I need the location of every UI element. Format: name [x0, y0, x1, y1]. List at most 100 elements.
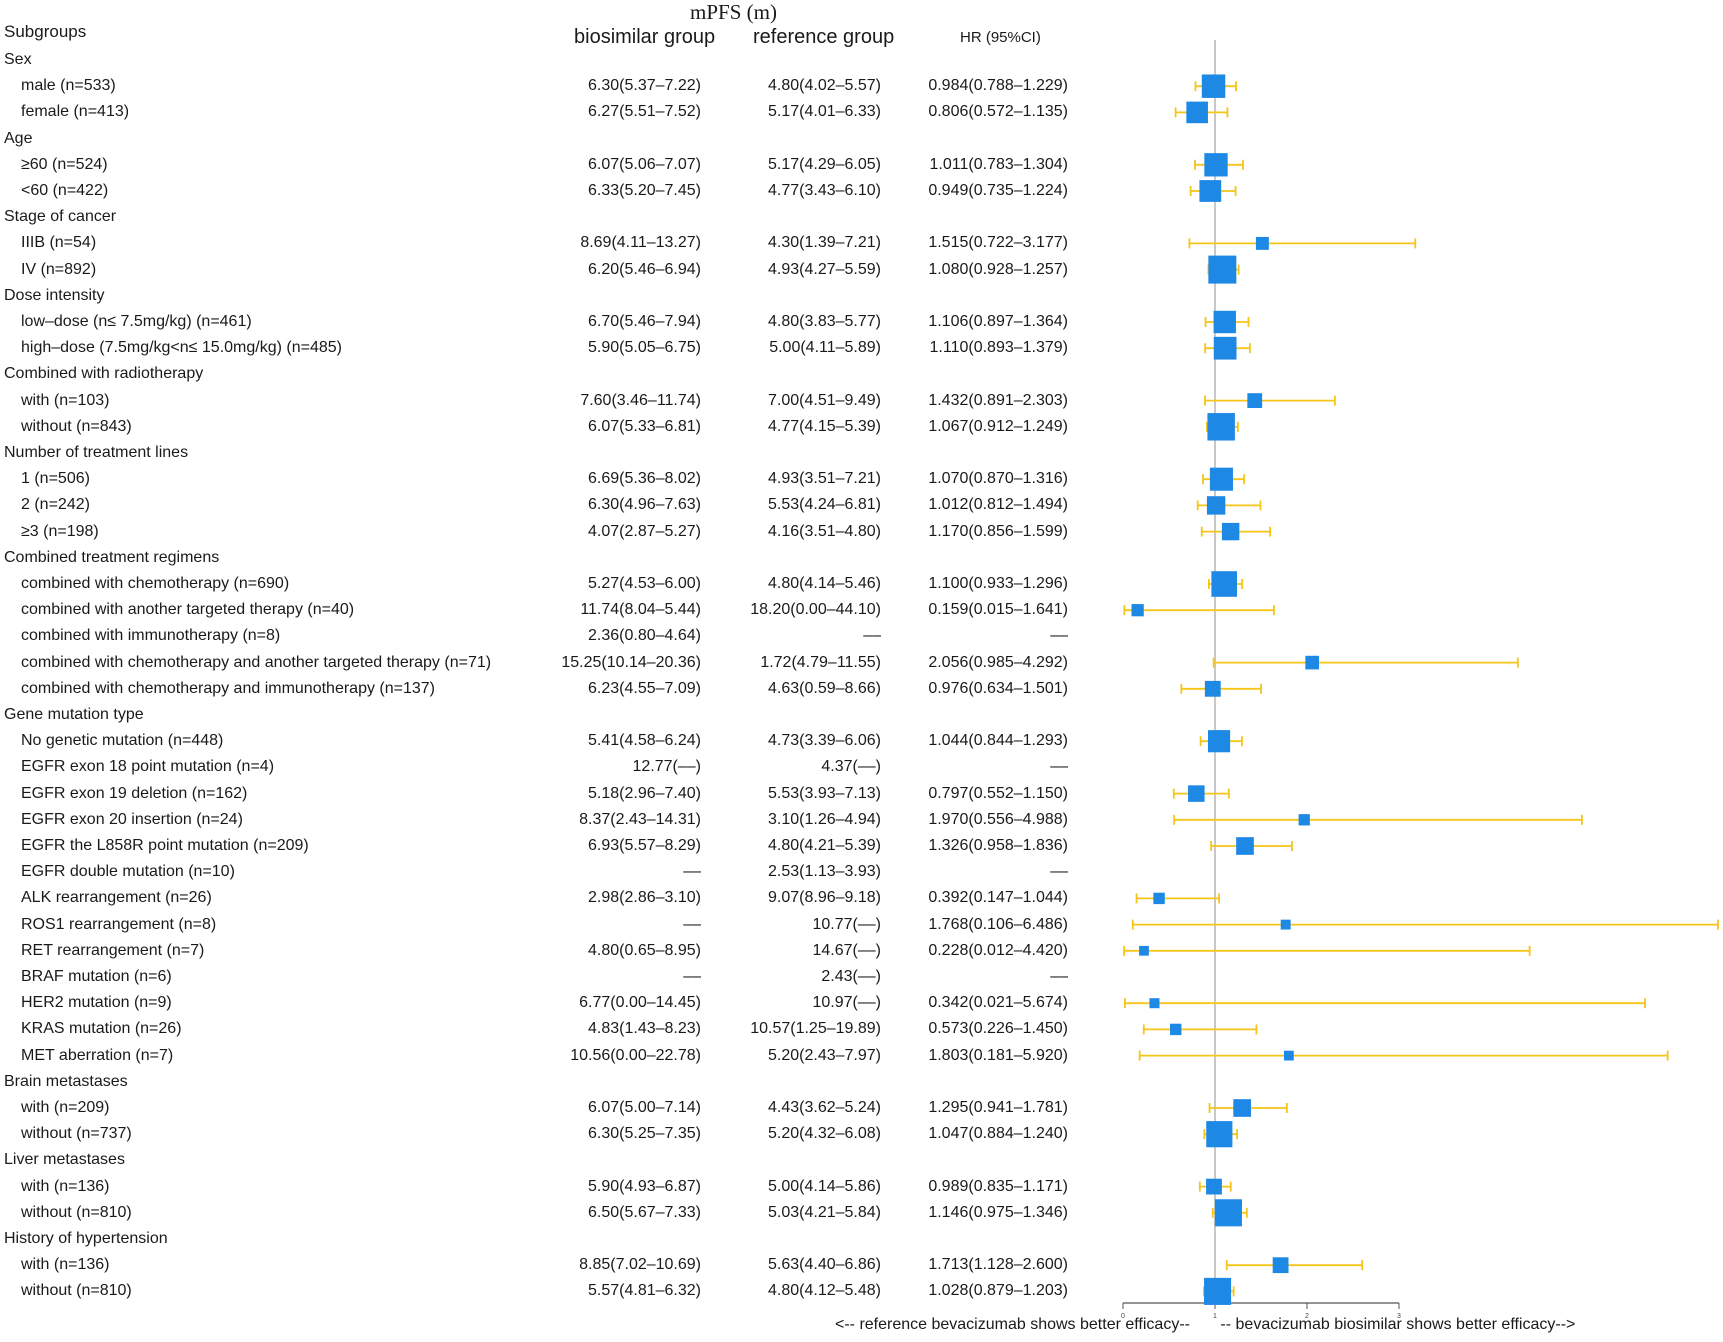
- subgroup-label: EGFR exon 18 point mutation (n=4): [21, 758, 275, 776]
- hr-marker: [1213, 310, 1236, 334]
- subgroup-label: combined with chemotherapy (n=690): [21, 575, 290, 592]
- hr-marker: [1186, 101, 1208, 124]
- subgroup-label: 1 (n=506): [21, 470, 90, 488]
- subgroup-label: without (n=843): [21, 417, 132, 435]
- subgroup-row: low–dose (n≤ 7.5mg/kg) (n=461) 6.70(5.46–…: [0, 310, 1110, 334]
- reference-value: 5.17(4.01–6.33): [768, 103, 881, 121]
- hr-marker: [1272, 1257, 1289, 1274]
- hr-marker: [1149, 998, 1160, 1009]
- subgroup-row: EGFR exon 18 point mutation (n=4) 12.77(–…: [0, 755, 1110, 779]
- reference-value: 5.63(4.40–6.86): [768, 1256, 881, 1274]
- hr-value: ––: [1050, 863, 1068, 881]
- reference-value: 5.17(4.29–6.05): [768, 155, 881, 173]
- subgroup-row: IIIB (n=54) 8.69(4.11–13.27) 4.30(1.39–7.2…: [0, 231, 1110, 255]
- biosimilar-value: 5.18(2.96–7.40): [588, 784, 701, 802]
- biosimilar-value: 6.07(5.00–7.14): [588, 1099, 701, 1116]
- subgroup-label: combined with chemotherapy and immunothe…: [21, 679, 436, 697]
- subgroup-row: RET rearrangement (n=7) 4.80(0.65–8.95) 14…: [0, 939, 1110, 963]
- subgroup-row: KRAS mutation (n=26) 4.83(1.43–8.23) 10.57…: [0, 1017, 1110, 1041]
- hr-value: 1.170(0.856–1.599): [928, 522, 1068, 540]
- subgroup-row: EGFR exon 20 insertion (n=24) 8.37(2.43–1…: [0, 808, 1110, 832]
- biosimilar-value: 5.90(4.93–6.87): [588, 1177, 701, 1195]
- footer-right-label: -- bevacizumab biosimilar shows better e…: [1220, 1316, 1576, 1333]
- footer-left-label: <-- reference bevacizumab shows better e…: [835, 1316, 1190, 1333]
- hr-value: 0.806(0.572–1.135): [928, 103, 1068, 121]
- biosimilar-value: 6.33(5.20–7.45): [588, 182, 701, 199]
- biosimilar-value: 5.57(4.81–6.32): [588, 1282, 701, 1300]
- reference-value: 4.63(0.59–8.66): [768, 679, 881, 697]
- reference-value: 4.77(4.15–5.39): [768, 417, 881, 435]
- subgroup-label: <60 (n=422): [21, 182, 109, 199]
- biosimilar-value: 7.60(3.46–11.74): [580, 391, 701, 409]
- subgroup-label: with (n=103): [21, 391, 110, 409]
- biosimilar-value: 2.98(2.86–3.10): [588, 889, 701, 907]
- reference-value: ––: [863, 627, 881, 645]
- subgroup-row: ≥3 (n=198) 4.07(2.87–5.27) 4.16(3.51–4.80)…: [0, 520, 1110, 544]
- subgroup-row: with (n=209) 6.07(5.00–7.14) 4.43(3.62–5.2…: [0, 1096, 1110, 1120]
- hr-value: ––: [1050, 968, 1068, 985]
- hr-value: 1.080(0.928–1.257): [928, 260, 1068, 278]
- subgroup-row: IV (n=892) 6.20(5.46–6.94) 4.93(4.27–5.59)…: [0, 258, 1110, 282]
- subgroup-header-label: Age: [4, 129, 33, 147]
- subgroup-header-row: Number of treatment lines: [0, 441, 1110, 465]
- hr-marker: [1236, 837, 1254, 855]
- subgroup-label: ≥60 (n=524): [21, 155, 108, 173]
- x-axis-tick-label: 3: [1397, 1313, 1401, 1320]
- biosimilar-value: 2.36(0.80–4.64): [588, 627, 701, 645]
- hr-marker: [1199, 180, 1222, 202]
- reference-value: 7.00(4.51–9.49): [768, 391, 881, 409]
- biosimilar-value: 8.69(4.11–13.27): [580, 234, 701, 252]
- hr-value: 1.432(0.891–2.303): [928, 391, 1068, 409]
- subgroup-label: low–dose (n≤ 7.5mg/kg) (n=461): [21, 313, 252, 330]
- hr-marker: [1247, 393, 1263, 408]
- subgroup-header-row: Combined with radiotherapy: [0, 362, 1110, 386]
- subgroup-label: without (n=810): [21, 1282, 132, 1300]
- subgroup-label: IV (n=892): [21, 260, 97, 278]
- hr-marker: [1204, 153, 1228, 177]
- hr-marker: [1214, 1199, 1242, 1227]
- reference-value: 9.07(8.96–9.18): [768, 889, 881, 907]
- hr-value: 1.110(0.893–1.379): [929, 339, 1068, 357]
- biosimilar-value: 6.07(5.33–6.81): [588, 417, 701, 435]
- reference-value: 5.20(4.32–6.08): [768, 1125, 881, 1143]
- subgroup-header-row: Brain metastases: [0, 1070, 1110, 1094]
- subgroup-header-label: History of hypertension: [4, 1230, 168, 1247]
- biosimilar-value: 6.20(5.46–6.94): [588, 260, 701, 278]
- hr-value: 1.028(0.879–1.203): [928, 1282, 1068, 1300]
- subgroup-label: 2 (n=242): [21, 496, 90, 514]
- x-axis-tick-label: 2: [1305, 1313, 1309, 1320]
- reference-value: 4.30(1.39–7.21): [768, 234, 881, 252]
- subgroup-label: ≥3 (n=198): [21, 522, 99, 540]
- subgroup-row: combined with immunotherapy (n=8) 2.36(0.…: [0, 624, 1110, 648]
- reference-value: 4.43(3.62–5.24): [768, 1099, 881, 1116]
- reference-value: 4.80(4.12–5.48): [768, 1282, 881, 1300]
- hr-value: 0.392(0.147–1.044): [928, 889, 1068, 907]
- reference-value: 5.00(4.11–5.89): [769, 339, 881, 357]
- subgroup-row: combined with chemotherapy (n=690) 5.27(4…: [0, 572, 1110, 596]
- hr-marker: [1207, 730, 1231, 753]
- hr-value: 1.515(0.722–3.177): [928, 234, 1068, 252]
- hr-marker: [1207, 413, 1235, 441]
- biosimilar-value: ––: [683, 863, 701, 881]
- subgroup-label: ROS1 rearrangement (n=8): [21, 915, 217, 933]
- subgroup-header-row: Dose intensity: [0, 284, 1110, 308]
- hr-value: ––: [1050, 627, 1068, 645]
- hr-marker: [1201, 74, 1226, 98]
- hr-value: 1.713(1.128–2.600): [928, 1256, 1068, 1274]
- hr-value: 1.106(0.897–1.364): [928, 313, 1068, 330]
- reference-column-header: reference group: [753, 26, 895, 48]
- x-axis-tick-label: 0: [1121, 1313, 1125, 1320]
- hr-value: 1.146(0.975–1.346): [928, 1203, 1068, 1221]
- biosimilar-value: 8.37(2.43–14.31): [579, 810, 701, 828]
- subgroup-row: ROS1 rearrangement (n=8) –– 10.77(––) 1.768…: [0, 913, 1110, 937]
- reference-value: 4.93(3.51–7.21): [768, 470, 881, 488]
- subgroup-label: with (n=136): [21, 1256, 110, 1274]
- hr-marker: [1298, 814, 1310, 826]
- hr-value: 1.970(0.556–4.988): [928, 810, 1068, 828]
- hr-value: 0.342(0.021–5.674): [928, 994, 1068, 1012]
- subgroup-label: ALK rearrangement (n=26): [21, 889, 212, 907]
- subgroup-label: without (n=737): [21, 1125, 132, 1143]
- subgroup-header-label: Brain metastases: [4, 1072, 128, 1090]
- subgroup-header-row: Liver metastases: [0, 1148, 1110, 1172]
